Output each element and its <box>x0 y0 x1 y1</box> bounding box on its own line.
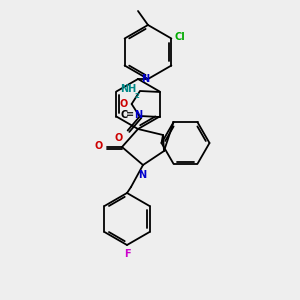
Text: O: O <box>119 99 128 109</box>
Text: 2: 2 <box>134 92 139 98</box>
Text: NH: NH <box>120 85 136 94</box>
Text: F: F <box>124 249 130 259</box>
Text: O: O <box>114 134 123 143</box>
Text: N: N <box>141 74 149 84</box>
Text: O: O <box>95 141 103 151</box>
Text: ≡: ≡ <box>126 110 134 119</box>
Text: Cl: Cl <box>174 32 185 41</box>
Text: C: C <box>120 110 128 119</box>
Text: N: N <box>138 170 146 180</box>
Text: N: N <box>134 110 142 119</box>
